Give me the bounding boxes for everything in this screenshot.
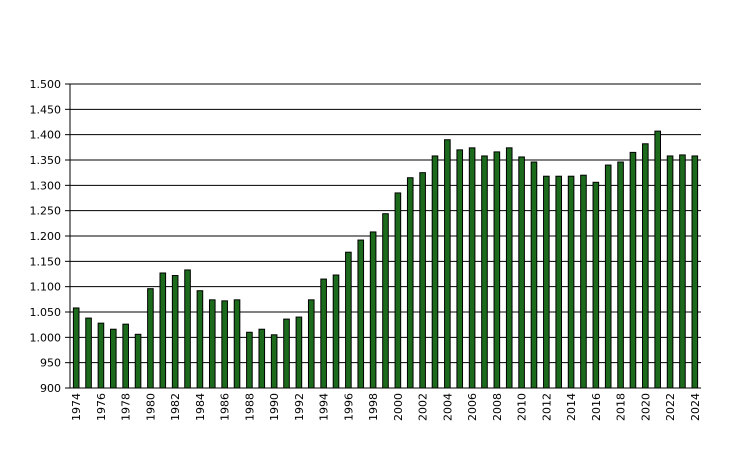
bar-1987 [233, 299, 241, 389]
bar-2001 [406, 177, 414, 389]
bar-2010 [518, 156, 525, 389]
bar-1979 [134, 333, 142, 389]
bar-2024 [691, 155, 699, 389]
bar-2008 [493, 151, 501, 389]
bar-1990 [270, 334, 278, 389]
bar-2020 [642, 143, 649, 389]
bar-1989 [258, 328, 266, 389]
bar-2022 [666, 155, 674, 389]
bar-1978 [122, 323, 129, 389]
bar-2014 [567, 175, 575, 389]
bar-2013 [555, 175, 563, 389]
x-tick-label: 2000 [392, 393, 405, 421]
bar-2000 [394, 192, 402, 389]
bar-2006 [468, 147, 476, 389]
bar-2017 [604, 164, 612, 389]
y-tick-label: 1.150 [30, 255, 62, 268]
x-tick-label: 1980 [144, 393, 157, 421]
x-axis-tick-labels: 1974 1976 1978 1980 1982 1984 1986 1988 1990 1992… [70, 393, 702, 421]
y-tick-label: 900 [40, 382, 61, 395]
bar-1993 [307, 299, 315, 389]
bars [72, 130, 699, 389]
bar-2003 [431, 155, 439, 389]
y-tick-label: 1.300 [30, 179, 62, 192]
x-tick-label: 2020 [639, 393, 652, 421]
bar-1977 [110, 328, 117, 389]
bar-2009 [505, 147, 513, 389]
bar-1997 [357, 239, 365, 389]
x-tick-label: 1978 [120, 393, 133, 421]
bar-2019 [629, 151, 637, 389]
bar-1999 [382, 213, 389, 389]
bar-2018 [617, 161, 624, 389]
bar-2005 [456, 149, 464, 389]
x-tick-label: 2024 [689, 393, 702, 421]
x-tick-label: 2016 [590, 393, 603, 421]
bar-2002 [419, 172, 426, 389]
bar-2012 [543, 175, 550, 389]
bar-2015 [580, 174, 587, 389]
bar-1998 [369, 231, 377, 389]
y-tick-label: 1.350 [30, 154, 62, 167]
bar-2007 [481, 155, 488, 389]
y-tick-label: 1.000 [30, 331, 62, 344]
bar-1986 [221, 300, 228, 389]
y-tick-label: 1.400 [30, 129, 62, 142]
y-tick-label: 1.250 [30, 205, 62, 218]
x-tick-label: 2012 [540, 393, 553, 421]
bar-1981 [159, 272, 167, 389]
y-axis-tick-labels: 900 950 1.000 1.050 1.100 1.150 1.200 1.250 1.30… [30, 78, 70, 395]
bar-1988 [246, 331, 253, 389]
x-tick-label: 2006 [466, 393, 479, 421]
x-tick-label: 2008 [491, 393, 504, 421]
bar-2004 [444, 139, 451, 389]
bar-1992 [295, 316, 303, 389]
y-tick-label: 1.100 [30, 281, 62, 294]
x-tick-label: 1976 [95, 393, 108, 421]
x-tick-label: 1996 [342, 393, 355, 421]
x-tick-label: 1974 [70, 393, 83, 421]
x-tick-label: 2004 [441, 393, 454, 421]
y-tick-label: 950 [40, 357, 61, 370]
y-tick-label: 1.200 [30, 230, 62, 243]
x-tick-label: 2018 [615, 393, 628, 421]
bar-2011 [530, 161, 538, 389]
bar-1985 [208, 299, 216, 389]
x-tick-label: 2010 [516, 393, 529, 421]
bar-1983 [184, 269, 191, 389]
x-tick-label: 1992 [293, 393, 306, 421]
y-tick-label: 1.450 [30, 103, 62, 116]
bar-1995 [332, 274, 340, 389]
x-tick-label: 2002 [417, 393, 430, 421]
x-tick-label: 1982 [169, 393, 182, 421]
bar-1996 [345, 251, 352, 389]
bar-1991 [283, 318, 290, 389]
x-tick-label: 1984 [194, 393, 207, 421]
bar-2023 [679, 154, 686, 389]
bar-2016 [592, 181, 600, 389]
bar-2021 [654, 130, 661, 389]
bar-1975 [85, 317, 92, 389]
bar-1982 [171, 275, 179, 389]
x-tick-label: 2014 [565, 393, 578, 421]
axes [69, 84, 701, 389]
y-tick-label: 1.500 [30, 78, 62, 91]
x-tick-label: 1986 [219, 393, 232, 421]
bar-1980 [147, 288, 154, 389]
bar-1976 [97, 322, 105, 389]
bar-1984 [196, 290, 204, 389]
x-tick-label: 1994 [318, 393, 331, 421]
x-tick-label: 1990 [268, 393, 281, 421]
bar-1994 [320, 278, 327, 389]
x-tick-label: 2022 [664, 393, 677, 421]
bar-1974 [72, 307, 80, 389]
x-tick-label: 1988 [243, 393, 256, 421]
x-tick-label: 1998 [367, 393, 380, 421]
y-tick-label: 1.050 [30, 306, 62, 319]
